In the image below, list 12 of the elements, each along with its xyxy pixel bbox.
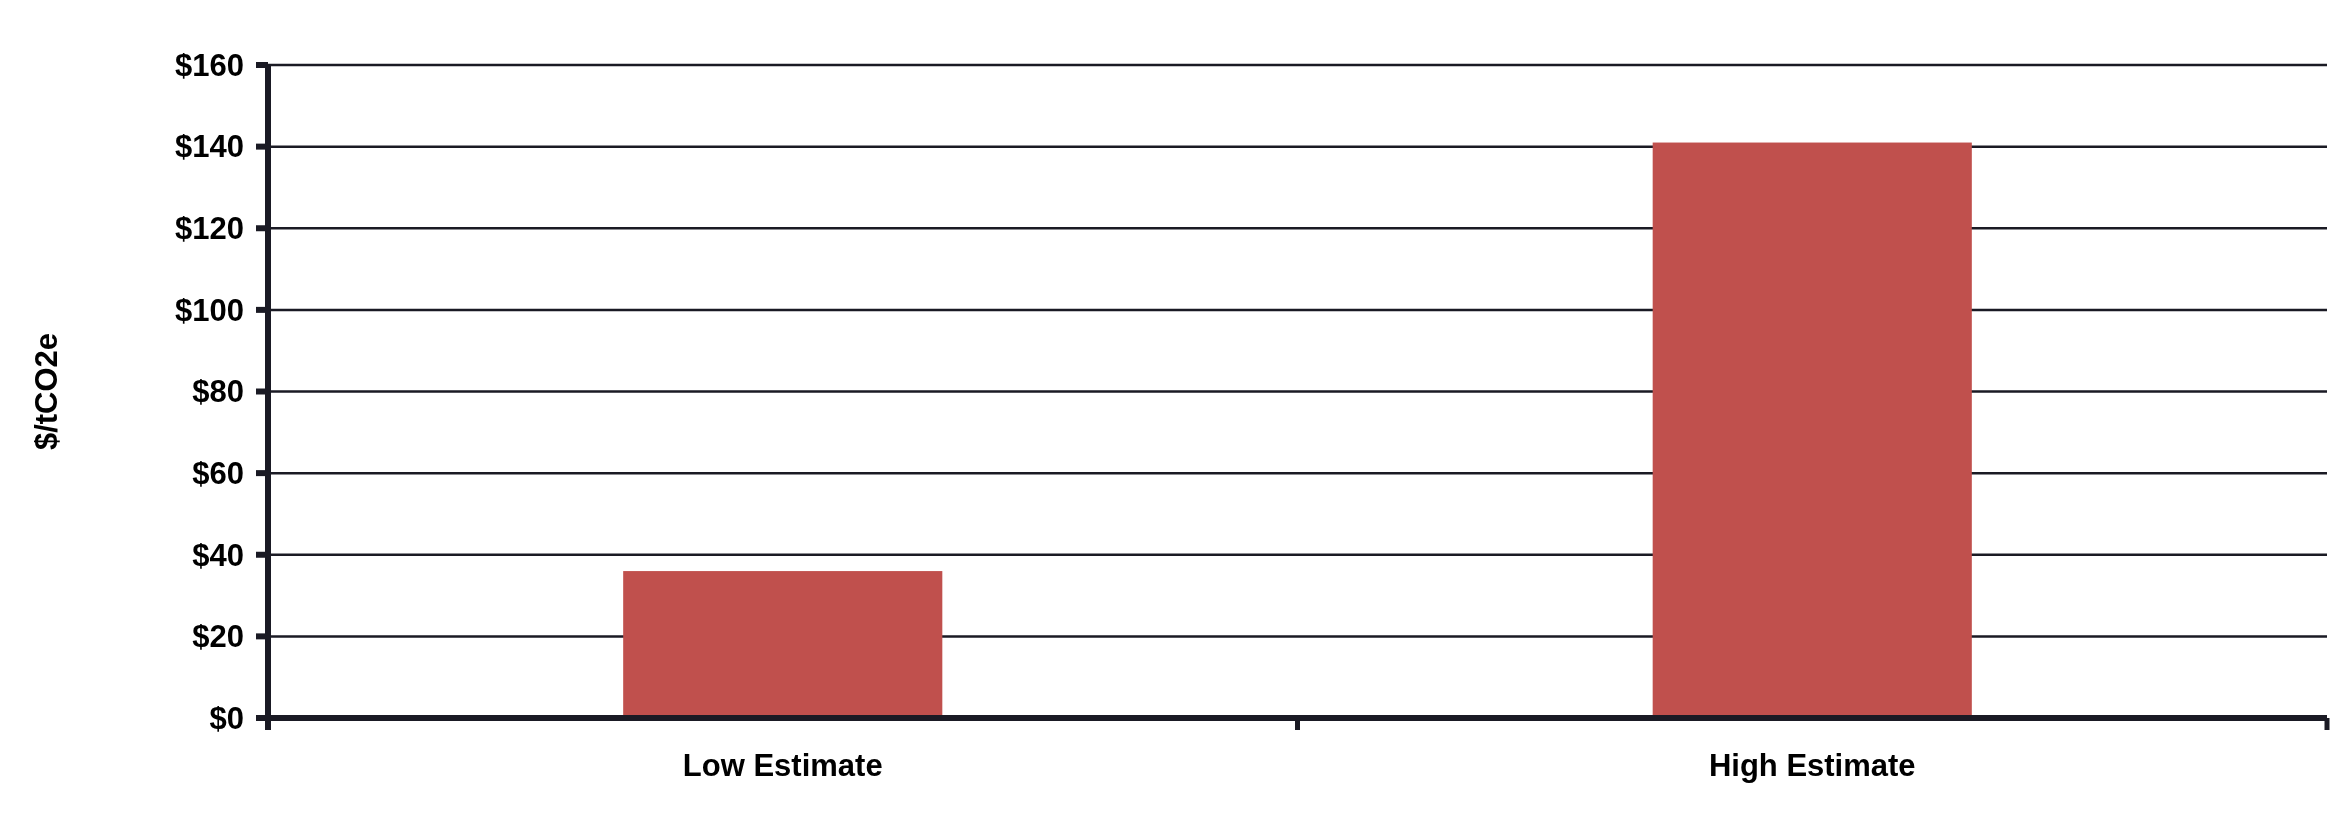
y-tick-label: $80	[192, 374, 244, 410]
x-tick-label: High Estimate	[1708, 748, 1916, 783]
y-tick-label: $140	[175, 129, 244, 165]
y-tick-label: $40	[192, 537, 244, 573]
y-tick-label: $60	[192, 455, 244, 491]
x-tick-label: Low Estimate	[682, 748, 883, 783]
y-tick-label: $20	[192, 619, 244, 655]
y-tick-label: $160	[175, 47, 244, 83]
y-axis-title: $/tCO2e	[28, 332, 64, 451]
y-tick-label: $100	[175, 292, 244, 328]
y-tick-label: $120	[175, 211, 244, 247]
y-tick-label: $0	[209, 700, 244, 736]
